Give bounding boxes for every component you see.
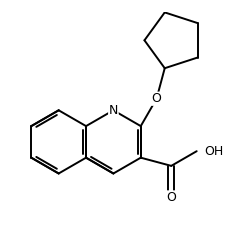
Text: N: N	[109, 104, 118, 117]
Text: OH: OH	[204, 145, 224, 158]
Text: O: O	[152, 92, 161, 105]
Text: O: O	[166, 191, 176, 204]
